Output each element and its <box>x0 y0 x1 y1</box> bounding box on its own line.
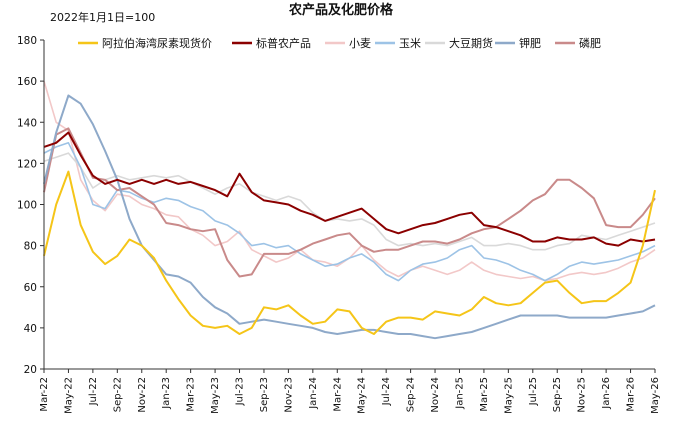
legend-label: 大豆期货 <box>449 36 493 50</box>
series-line-7 <box>43 127 656 278</box>
legend-item-3: 小麦 <box>325 37 371 50</box>
legend-label: 标普农产品 <box>256 36 311 50</box>
y-tick-label: 180 <box>17 35 37 47</box>
x-tick-label: Jul-24 <box>381 377 392 406</box>
x-tick-label: May-24 <box>357 377 368 414</box>
legend-item-5: 大豆期货 <box>425 36 493 50</box>
x-tick-label: Jan-24 <box>308 377 319 410</box>
y-tick-label: 160 <box>17 76 37 88</box>
x-tick-label: Nov-22 <box>137 377 148 413</box>
x-tick-label: Jul-23 <box>235 377 246 406</box>
x-tick-label: May-22 <box>63 377 74 414</box>
x-tick-label: Mar-22 <box>39 377 50 412</box>
chart-title: 农产品及化肥价格 <box>288 2 394 18</box>
plot-area <box>43 80 656 340</box>
legend-label: 阿拉伯海湾尿素现货价 <box>102 36 212 50</box>
legend-label: 磷肥 <box>579 37 601 50</box>
y-tick-label: 40 <box>24 323 37 335</box>
y-tick-label: 80 <box>24 241 37 253</box>
x-tick-label: May-26 <box>650 377 661 414</box>
y-tick-label: 60 <box>24 282 37 294</box>
legend-item-1: 阿拉伯海湾尿素现货价 <box>78 36 212 50</box>
y-tick-label: 100 <box>17 200 37 212</box>
x-tick-label: Jan-25 <box>454 377 465 410</box>
x-tick-label: Sep-25 <box>552 377 563 412</box>
series-line-1 <box>43 170 656 335</box>
x-tick-label: Mar-25 <box>479 377 490 412</box>
chart-subtitle: 2022年1月1日=100 <box>50 10 155 24</box>
x-tick-label: Sep-22 <box>112 377 123 412</box>
series-line-6 <box>43 94 656 340</box>
legend: 阿拉伯海湾尿素现货价 标普农产品 小麦 玉米 大豆期货 钾肥 磷肥 <box>78 36 601 50</box>
x-tick-label: Jul-22 <box>88 377 99 406</box>
y-tick-label: 20 <box>24 364 37 376</box>
x-tick-label: Mar-23 <box>186 377 197 412</box>
legend-item-6: 钾肥 <box>495 36 541 50</box>
y-tick-label: 140 <box>17 117 37 129</box>
x-tick-label: Jan-26 <box>601 377 612 410</box>
legend-item-2: 标普农产品 <box>232 36 311 50</box>
legend-item-4: 玉米 <box>375 37 421 50</box>
x-tick-label: Nov-24 <box>430 377 441 413</box>
x-tick-label: Sep-24 <box>406 377 417 412</box>
x-tick-label: Mar-24 <box>332 377 343 412</box>
x-tick-label: May-23 <box>210 377 221 414</box>
legend-label: 玉米 <box>399 37 421 50</box>
x-tick-label: Mar-26 <box>626 377 637 412</box>
x-tick-label: May-25 <box>503 377 514 414</box>
y-axis: 20 40 60 80 100 120 140 160 180 <box>17 35 45 376</box>
y-tick-label: 120 <box>17 158 37 170</box>
legend-item-7: 磷肥 <box>555 37 601 50</box>
x-tick-label: Jul-25 <box>528 377 539 406</box>
legend-label: 钾肥 <box>519 36 541 50</box>
series-line-5 <box>43 152 656 251</box>
x-tick-label: Nov-25 <box>577 377 588 413</box>
x-tick-label: Sep-23 <box>259 377 270 412</box>
x-tick-label: Nov-23 <box>283 377 294 413</box>
legend-label: 小麦 <box>349 37 371 50</box>
x-tick-label: Jan-23 <box>161 377 172 410</box>
series-line-2 <box>43 131 656 247</box>
x-axis: Mar-22 May-22 Jul-22 Sep-22 Nov-22 Jan-23 Mar-… <box>39 368 661 414</box>
